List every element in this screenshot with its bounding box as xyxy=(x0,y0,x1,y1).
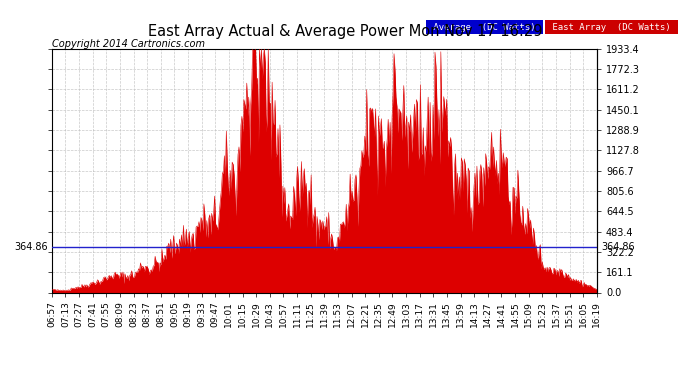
Text: 364.86: 364.86 xyxy=(14,242,48,252)
Text: Average  (DC Watts): Average (DC Watts) xyxy=(428,22,541,32)
Text: East Array Actual & Average Power Mon Nov 17 16:29: East Array Actual & Average Power Mon No… xyxy=(148,24,542,39)
Text: 364.86: 364.86 xyxy=(601,242,635,252)
Text: Copyright 2014 Cartronics.com: Copyright 2014 Cartronics.com xyxy=(52,39,205,50)
Text: East Array  (DC Watts): East Array (DC Watts) xyxy=(547,22,676,32)
